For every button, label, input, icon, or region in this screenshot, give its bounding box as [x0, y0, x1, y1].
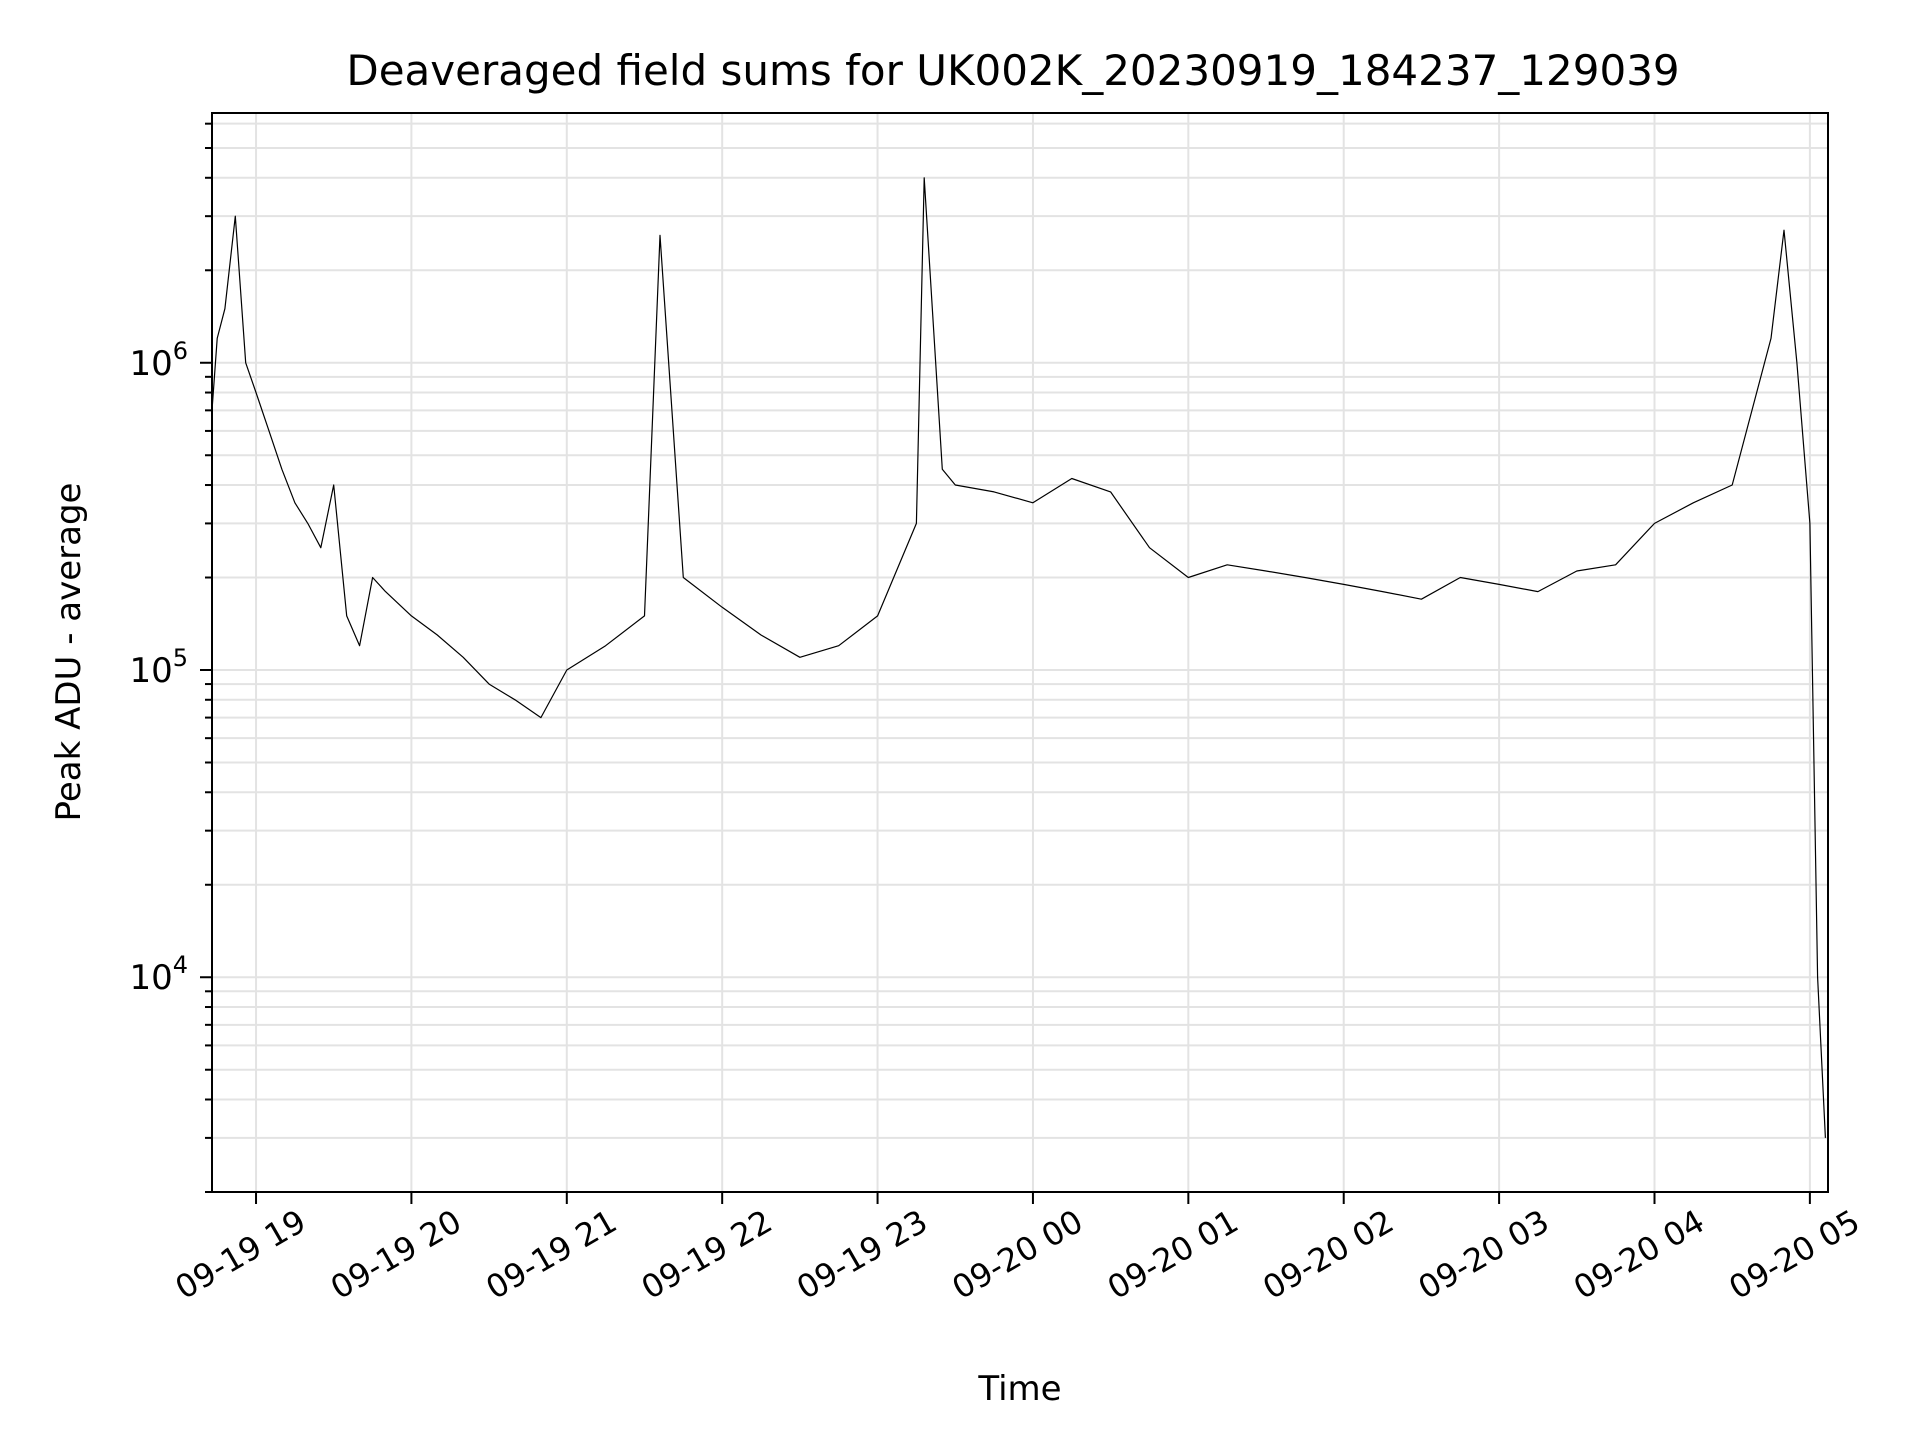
- x-tick-label: 09-20 01: [1101, 1202, 1245, 1307]
- x-tick-label: 09-19 19: [169, 1202, 313, 1307]
- grid-lines: [212, 113, 1828, 1193]
- x-tick-label: 09-19 23: [790, 1202, 934, 1307]
- y-tick-label: 106: [129, 337, 188, 384]
- x-axis: 09-19 19 09-19 20 09-19 21 09-19 22 09-19 23…: [169, 1192, 1866, 1307]
- x-tick-label: 09-20 03: [1412, 1202, 1556, 1307]
- x-tick-label: 09-19 21: [479, 1202, 623, 1307]
- x-axis-label: Time: [977, 1369, 1061, 1409]
- x-tick-label: 09-19 20: [324, 1202, 468, 1307]
- y-tick-label: 104: [129, 951, 188, 998]
- y-axis: 104 105 106: [129, 122, 212, 1193]
- chart-title: Deaveraged field sums for UK002K_2023091…: [346, 46, 1679, 95]
- x-tick-label: 09-19 22: [635, 1202, 779, 1307]
- x-tick-label: 09-20 00: [946, 1202, 1090, 1307]
- x-tick-label: 09-20 02: [1256, 1202, 1400, 1307]
- plot-frame: [211, 112, 1829, 1193]
- x-tick-label: 09-20 05: [1723, 1202, 1867, 1307]
- x-tick-label: 09-20 04: [1567, 1202, 1711, 1307]
- y-tick-label: 105: [129, 644, 188, 691]
- series-line: [211, 177, 1826, 1138]
- y-axis-label: Peak ADU - average: [49, 483, 89, 822]
